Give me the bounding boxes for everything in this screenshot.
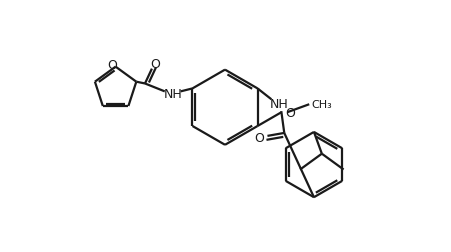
Text: NH: NH [163,87,182,101]
Text: O: O [150,58,160,71]
Text: NH: NH [269,97,288,110]
Text: CH₃: CH₃ [311,100,331,110]
Text: O: O [254,132,264,145]
Text: O: O [107,59,117,72]
Text: O: O [285,106,295,119]
